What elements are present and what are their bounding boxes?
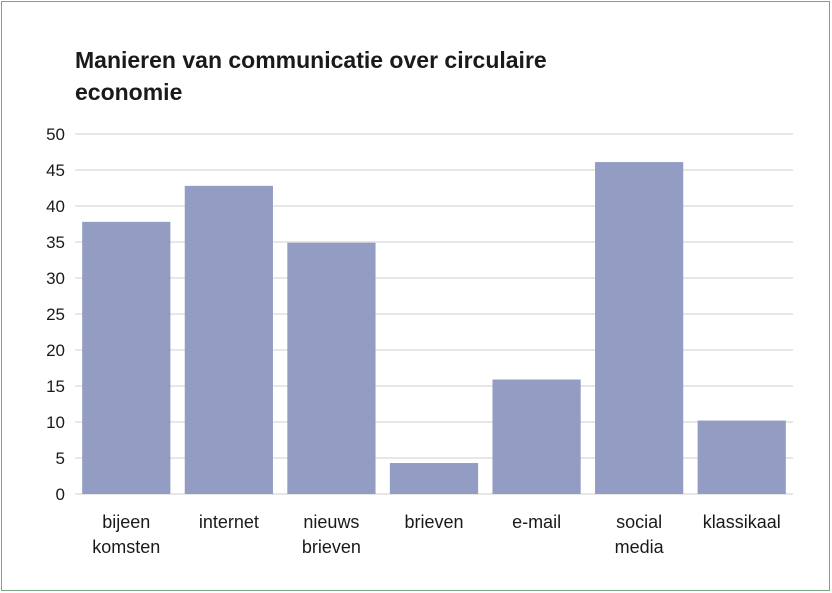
y-tick-label: 15: [46, 377, 65, 396]
bar-0: [82, 221, 171, 494]
x-tick-label: komsten: [92, 537, 160, 557]
x-tick-label: brieven: [404, 512, 463, 532]
bar-3: [389, 463, 479, 494]
y-tick-label: 5: [56, 449, 65, 468]
y-tick-label: 35: [46, 233, 65, 252]
x-tick-label: bijeen: [102, 512, 150, 532]
y-tick-label: 40: [46, 197, 65, 216]
x-axis-labels: bijeen komsten internet nieuws brieven brieve…: [92, 512, 780, 557]
y-tick-label: 20: [46, 341, 65, 360]
x-tick-label: klassikaal: [703, 512, 781, 532]
y-axis-ticks: 0 5 10 15 20 25 30 35 40 45 50: [46, 125, 65, 504]
y-tick-label: 50: [46, 125, 65, 144]
x-tick-label: media: [615, 537, 665, 557]
y-tick-label: 0: [56, 485, 65, 504]
y-tick-label: 10: [46, 413, 65, 432]
bar-5: [595, 162, 684, 494]
bar-1: [184, 185, 273, 494]
bar-6: [697, 420, 786, 494]
y-tick-label: 30: [46, 269, 65, 288]
x-tick-label: internet: [199, 512, 259, 532]
y-tick-label: 25: [46, 305, 65, 324]
x-tick-label: e-mail: [512, 512, 561, 532]
x-tick-label: nieuws: [303, 512, 359, 532]
gridlines: [75, 133, 793, 495]
y-tick-label: 45: [46, 161, 65, 180]
bar-4: [492, 379, 581, 494]
bar-2: [287, 242, 376, 494]
bars: [82, 162, 786, 494]
x-tick-label: brieven: [302, 537, 361, 557]
chart-title: Manieren van communicatie over circulair…: [75, 47, 547, 105]
x-tick-label: social: [616, 512, 662, 532]
